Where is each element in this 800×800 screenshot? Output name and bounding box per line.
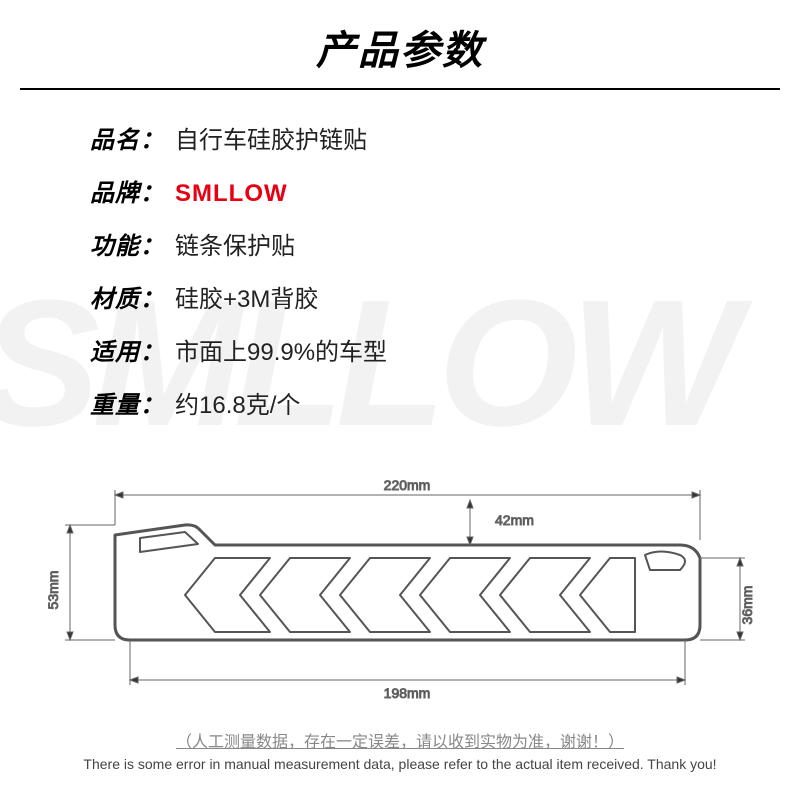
dimension-diagram: 220mm 42mm 53mm 36mm — [0, 440, 800, 725]
spec-row-brand: 品牌： SMLLOW — [90, 173, 800, 208]
spec-label: 适用： — [90, 332, 175, 367]
spec-label: 品名： — [90, 120, 175, 155]
spec-row-weight: 重量： 约16.8克/个 — [90, 385, 800, 420]
title-divider — [20, 88, 780, 90]
spec-value: 自行车硅胶护链贴 — [175, 120, 367, 155]
dim-bottom-width: 198mm — [384, 685, 431, 701]
footer-note: （人工测量数据，存在一定误差，请以收到实物为准，谢谢！） There is so… — [0, 728, 800, 772]
spec-value: 约16.8克/个 — [175, 385, 300, 420]
spec-row-suitable: 适用： 市面上99.9%的车型 — [90, 332, 800, 367]
dim-right-height: 36mm — [739, 586, 755, 625]
dim-left-height: 53mm — [45, 571, 61, 610]
spec-value: 市面上99.9%的车型 — [175, 332, 387, 367]
spec-row-function: 功能： 链条保护贴 — [90, 226, 800, 261]
spec-row-name: 品名： 自行车硅胶护链贴 — [90, 120, 800, 155]
page-title: 产品参数 — [0, 0, 800, 88]
footer-note-en: There is some error in manual measuremen… — [0, 756, 800, 772]
dim-inner-height: 42mm — [495, 512, 534, 528]
spec-label: 重量： — [90, 385, 175, 420]
spec-list: 品名： 自行车硅胶护链贴 品牌： SMLLOW 功能： 链条保护贴 材质： 硅胶… — [90, 120, 800, 420]
spec-row-material: 材质： 硅胶+3M背胶 — [90, 279, 800, 314]
spec-value: 链条保护贴 — [175, 226, 295, 261]
dim-top-width: 220mm — [384, 477, 431, 493]
spec-value: 硅胶+3M背胶 — [175, 279, 318, 314]
spec-value-brand: SMLLOW — [175, 180, 288, 208]
spec-label: 品牌： — [90, 173, 175, 208]
spec-label: 功能： — [90, 226, 175, 261]
spec-label: 材质： — [90, 279, 175, 314]
footer-note-cn: （人工测量数据，存在一定误差，请以收到实物为准，谢谢！） — [0, 728, 800, 752]
